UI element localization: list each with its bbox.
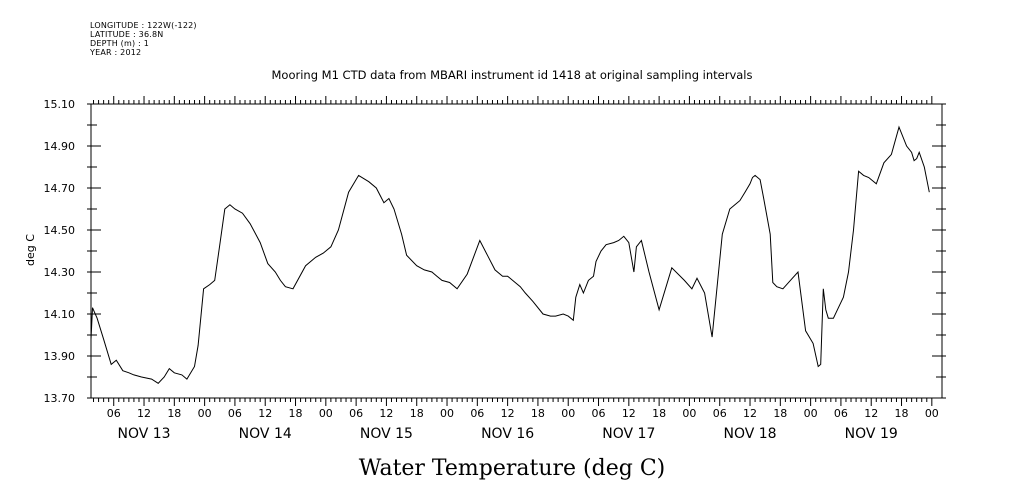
x-hour-label: 12 (137, 407, 151, 420)
x-hour-label: 00 (682, 407, 696, 420)
longitude-text: LONGITUDE : 122W(-122) (90, 21, 197, 30)
x-day-label: NOV 18 (723, 426, 776, 442)
x-hour-label: 18 (289, 407, 303, 420)
x-hour-label: 12 (743, 407, 757, 420)
x-hour-label: 12 (258, 407, 272, 420)
y-axis-label: deg C (24, 234, 37, 266)
x-axis-label: Water Temperature (deg C) (359, 456, 666, 481)
x-hour-label: 00 (319, 407, 333, 420)
y-tick-label: 14.30 (44, 266, 76, 279)
metadata-block: LONGITUDE : 122W(-122) LATITUDE : 36.8N … (90, 21, 197, 57)
latitude-text: LATITUDE : 36.8N (90, 30, 164, 39)
y-tick-label: 13.70 (44, 392, 76, 405)
x-hour-label: 18 (531, 407, 545, 420)
x-hour-label: 18 (773, 407, 787, 420)
y-tick-label: 14.70 (44, 182, 76, 195)
x-hour-label: 00 (198, 407, 212, 420)
x-hour-label: 18 (167, 407, 181, 420)
temperature-series-line (90, 125, 930, 384)
x-hour-label: 00 (440, 407, 454, 420)
x-hour-label: 00 (561, 407, 575, 420)
y-tick-label: 15.10 (44, 98, 76, 111)
chart-title: Mooring M1 CTD data from MBARI instrumen… (272, 68, 753, 82)
x-hour-label: 00 (925, 407, 939, 420)
x-day-label: NOV 15 (360, 426, 413, 442)
x-hour-label: 06 (470, 407, 484, 420)
x-hour-label: 06 (349, 407, 363, 420)
x-day-label: NOV 13 (117, 426, 170, 442)
x-hour-label: 12 (622, 407, 636, 420)
x-hour-label: 06 (228, 407, 242, 420)
x-hour-label: 06 (713, 407, 727, 420)
x-day-label: NOV 16 (481, 426, 534, 442)
x-hour-label: 12 (379, 407, 393, 420)
axes-group: 13.70 13.90 14.10 14.30 14.50 14.70 14.90 15.10… (44, 96, 946, 442)
depth-text: DEPTH (m) : 1 (90, 39, 149, 48)
x-hour-label: 00 (804, 407, 818, 420)
x-hour-label: 18 (895, 407, 909, 420)
x-hour-label: 18 (652, 407, 666, 420)
x-day-label: NOV 14 (239, 426, 292, 442)
x-hour-label: 06 (107, 407, 121, 420)
year-text: YEAR : 2012 (90, 48, 142, 57)
x-hour-label: 12 (501, 407, 515, 420)
y-tick-label: 14.50 (44, 224, 76, 237)
x-day-label: NOV 17 (602, 426, 655, 442)
x-day-label: NOV 19 (845, 426, 898, 442)
x-hour-label: 18 (410, 407, 424, 420)
y-tick-label: 14.10 (44, 308, 76, 321)
x-hour-label: 06 (592, 407, 606, 420)
x-hour-label: 06 (834, 407, 848, 420)
y-tick-label: 13.90 (44, 350, 76, 363)
y-tick-label: 14.90 (44, 140, 76, 153)
x-hour-label: 12 (864, 407, 878, 420)
